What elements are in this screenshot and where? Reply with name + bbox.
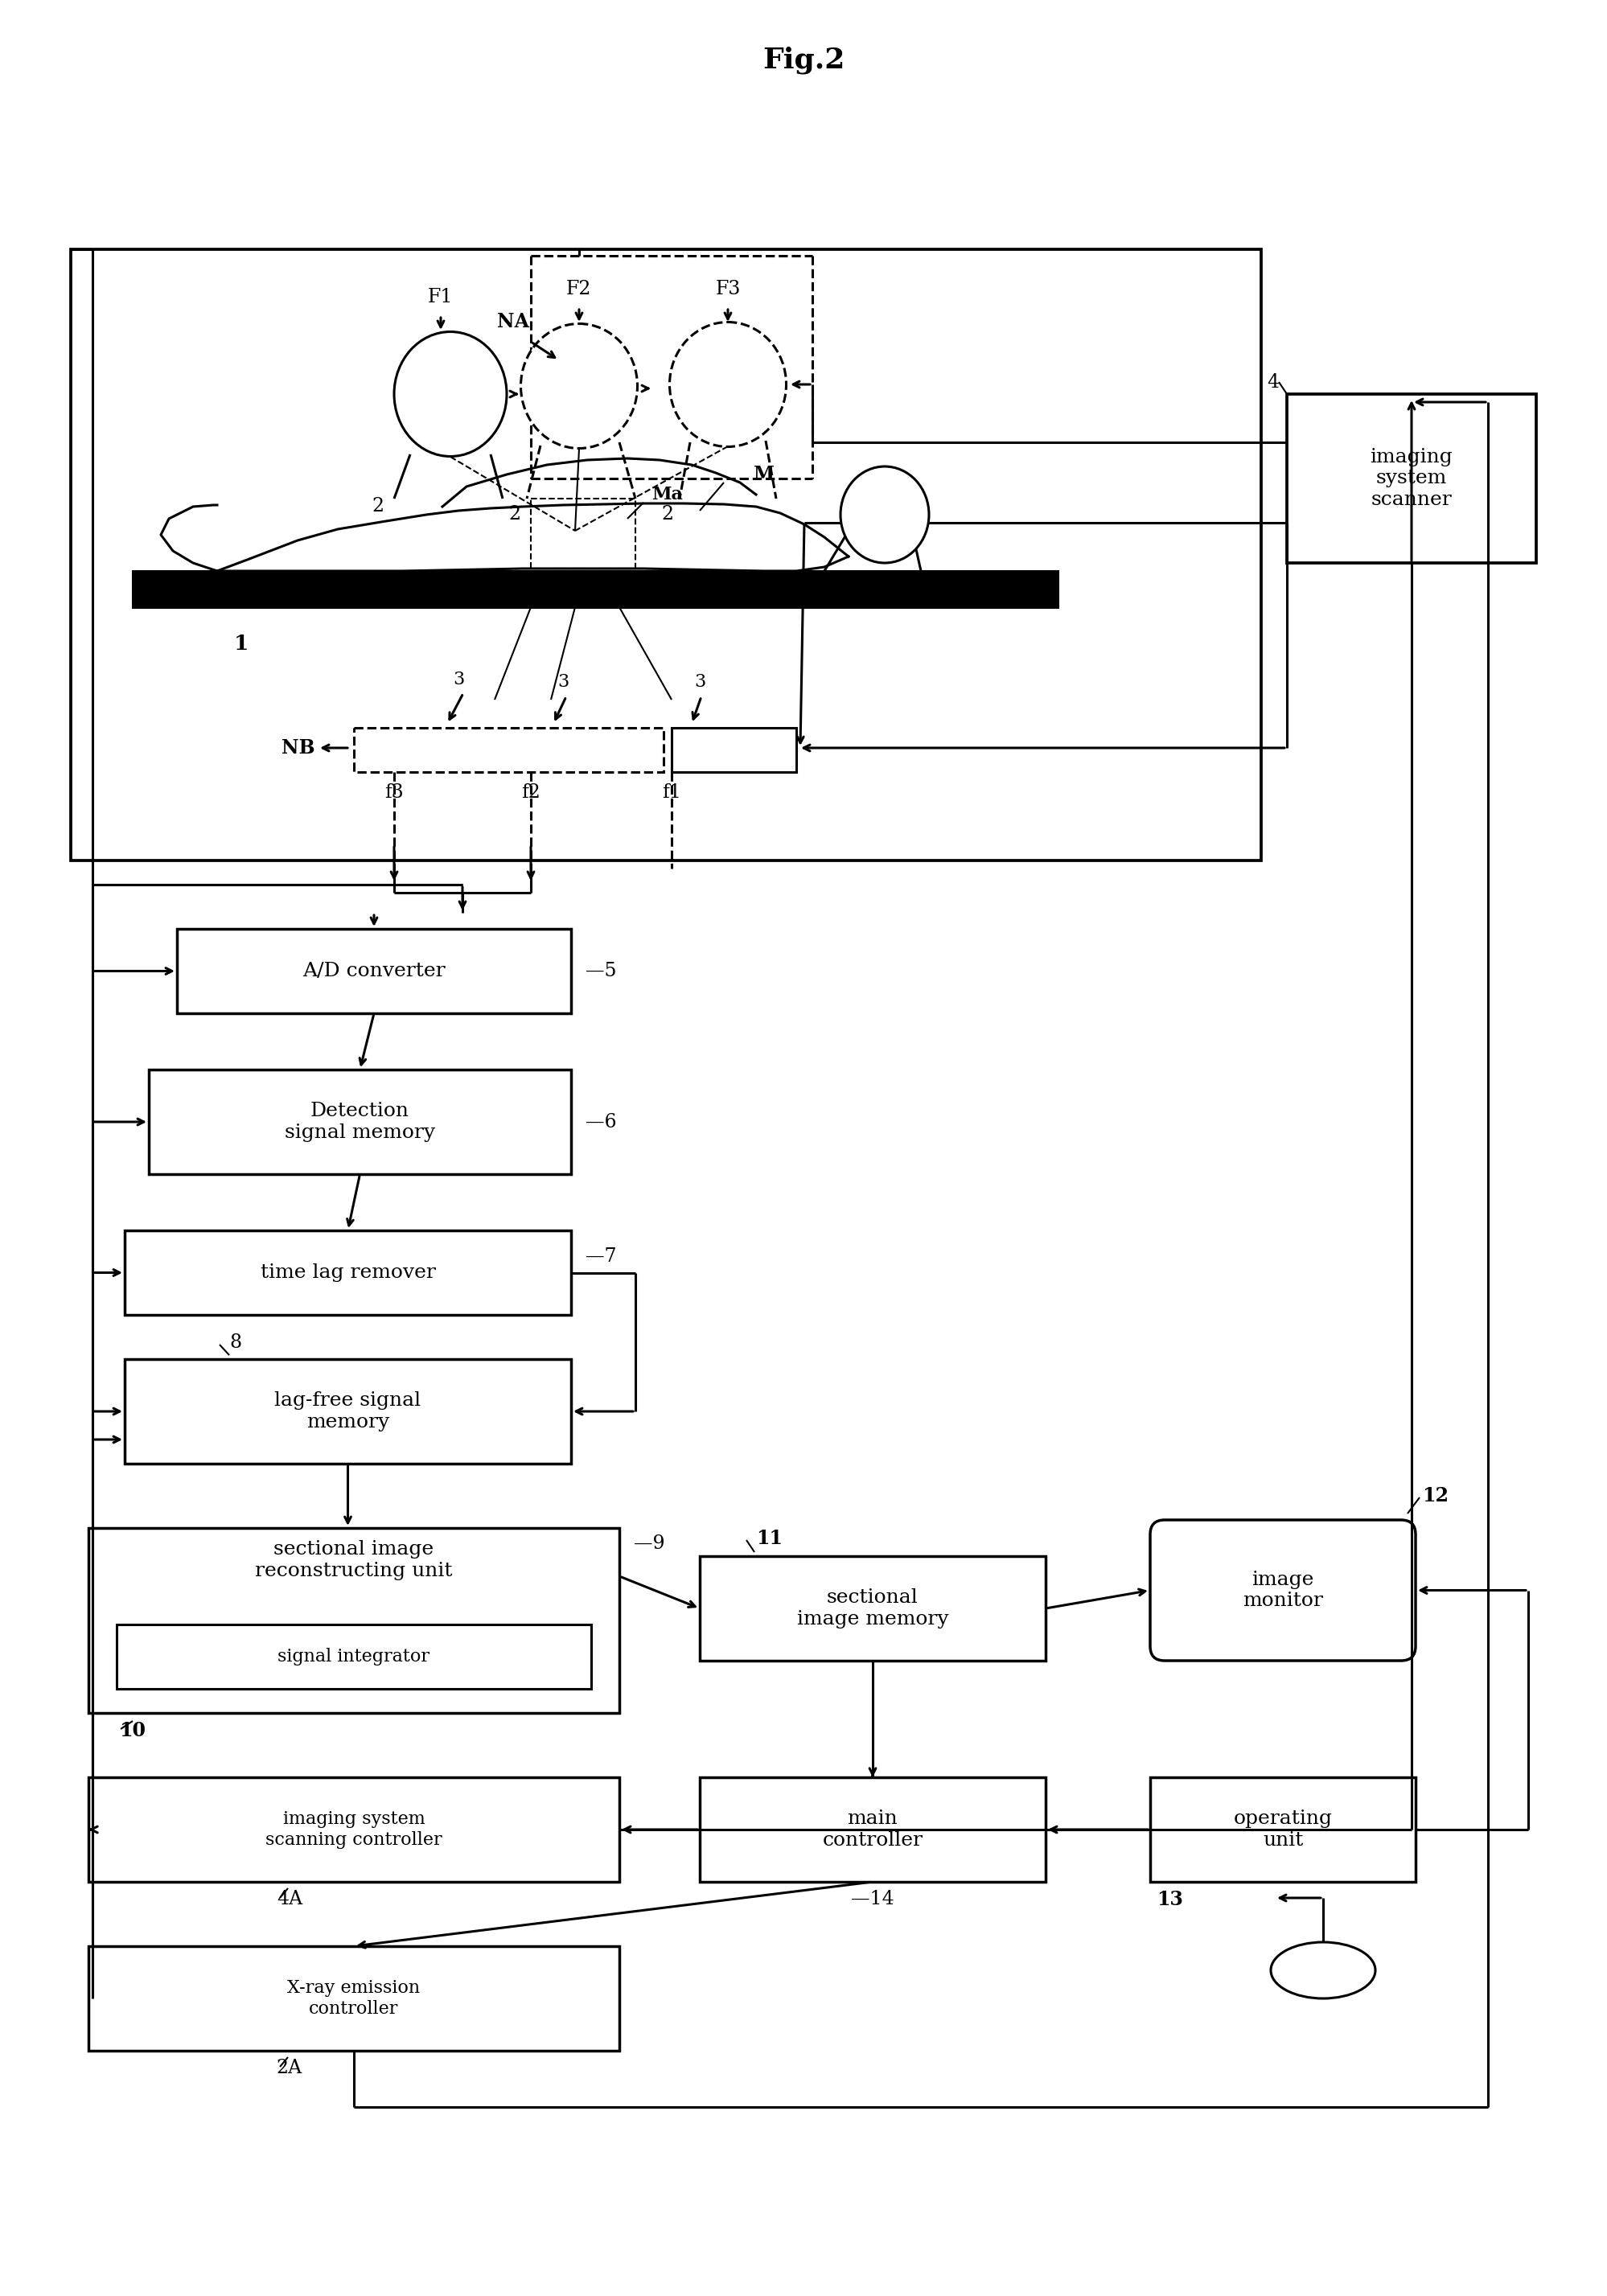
Text: 2: 2 bbox=[371, 498, 384, 517]
Ellipse shape bbox=[394, 331, 506, 457]
Text: Ma: Ma bbox=[651, 487, 683, 503]
Ellipse shape bbox=[840, 466, 929, 563]
Text: NA: NA bbox=[497, 312, 529, 331]
Text: signal integrator: signal integrator bbox=[278, 1649, 429, 1665]
Text: —9: —9 bbox=[633, 1534, 665, 1554]
Text: sectional
image memory: sectional image memory bbox=[797, 1589, 948, 1628]
Bar bbox=[177, 930, 570, 1013]
Text: 1: 1 bbox=[233, 634, 249, 654]
Text: 4: 4 bbox=[1266, 372, 1278, 390]
Text: 11: 11 bbox=[755, 1529, 783, 1548]
Text: time lag remover: time lag remover bbox=[260, 1263, 435, 1281]
Text: 13: 13 bbox=[1157, 1890, 1183, 1910]
Text: F1: F1 bbox=[427, 289, 453, 308]
Bar bbox=[1149, 1777, 1414, 1883]
Bar bbox=[672, 728, 795, 771]
Bar bbox=[125, 1359, 570, 1463]
Bar bbox=[88, 1527, 619, 1713]
Text: —6: —6 bbox=[585, 1114, 617, 1132]
Text: 10: 10 bbox=[119, 1722, 146, 1740]
Ellipse shape bbox=[1270, 1942, 1374, 1998]
Text: A/D converter: A/D converter bbox=[302, 962, 445, 980]
Bar bbox=[699, 1777, 1045, 1883]
Text: Fig.2: Fig.2 bbox=[762, 46, 844, 73]
Text: M: M bbox=[754, 464, 775, 484]
Text: X-ray emission
controller: X-ray emission controller bbox=[288, 1979, 419, 2018]
Text: imaging
system
scanner: imaging system scanner bbox=[1369, 448, 1453, 510]
Text: sectional image
reconstructing unit: sectional image reconstructing unit bbox=[256, 1541, 453, 1580]
Text: 2A: 2A bbox=[276, 2060, 302, 2078]
Text: operating
unit: operating unit bbox=[1233, 1809, 1332, 1851]
Bar bbox=[149, 1070, 570, 1173]
Bar bbox=[354, 728, 664, 771]
Text: lag-free signal
memory: lag-free signal memory bbox=[275, 1391, 421, 1430]
Bar bbox=[1286, 395, 1535, 563]
Text: F3: F3 bbox=[715, 280, 741, 298]
Text: 4A: 4A bbox=[276, 1890, 302, 1908]
Bar bbox=[88, 1777, 619, 1883]
Ellipse shape bbox=[669, 321, 786, 448]
Text: image
monitor: image monitor bbox=[1242, 1570, 1323, 1609]
Text: main
controller: main controller bbox=[823, 1809, 922, 1851]
Text: Detection
signal memory: Detection signal memory bbox=[284, 1102, 435, 1141]
Text: 3: 3 bbox=[453, 670, 464, 689]
Text: f1: f1 bbox=[662, 783, 681, 801]
Text: f3: f3 bbox=[384, 783, 403, 801]
Text: 3: 3 bbox=[558, 673, 569, 691]
Text: —7: —7 bbox=[585, 1247, 615, 1265]
Text: 8: 8 bbox=[230, 1334, 241, 1352]
Bar bbox=[71, 250, 1260, 861]
Text: 2: 2 bbox=[660, 505, 673, 523]
Text: 2: 2 bbox=[508, 505, 521, 523]
Text: F2: F2 bbox=[566, 280, 591, 298]
Text: 12: 12 bbox=[1421, 1486, 1448, 1506]
Bar bbox=[117, 1626, 591, 1690]
Bar bbox=[699, 1557, 1045, 1660]
Text: f2: f2 bbox=[521, 783, 540, 801]
Bar bbox=[133, 572, 1057, 606]
Bar bbox=[88, 1947, 619, 2050]
Ellipse shape bbox=[521, 324, 636, 448]
Text: imaging system
scanning controller: imaging system scanning controller bbox=[265, 1812, 442, 1848]
Text: —14: —14 bbox=[850, 1890, 893, 1908]
Bar bbox=[125, 1231, 570, 1316]
Text: —5: —5 bbox=[585, 962, 615, 980]
Text: 3: 3 bbox=[694, 673, 705, 691]
FancyBboxPatch shape bbox=[1149, 1520, 1414, 1660]
Bar bbox=[530, 498, 635, 572]
Text: NB: NB bbox=[281, 739, 315, 758]
